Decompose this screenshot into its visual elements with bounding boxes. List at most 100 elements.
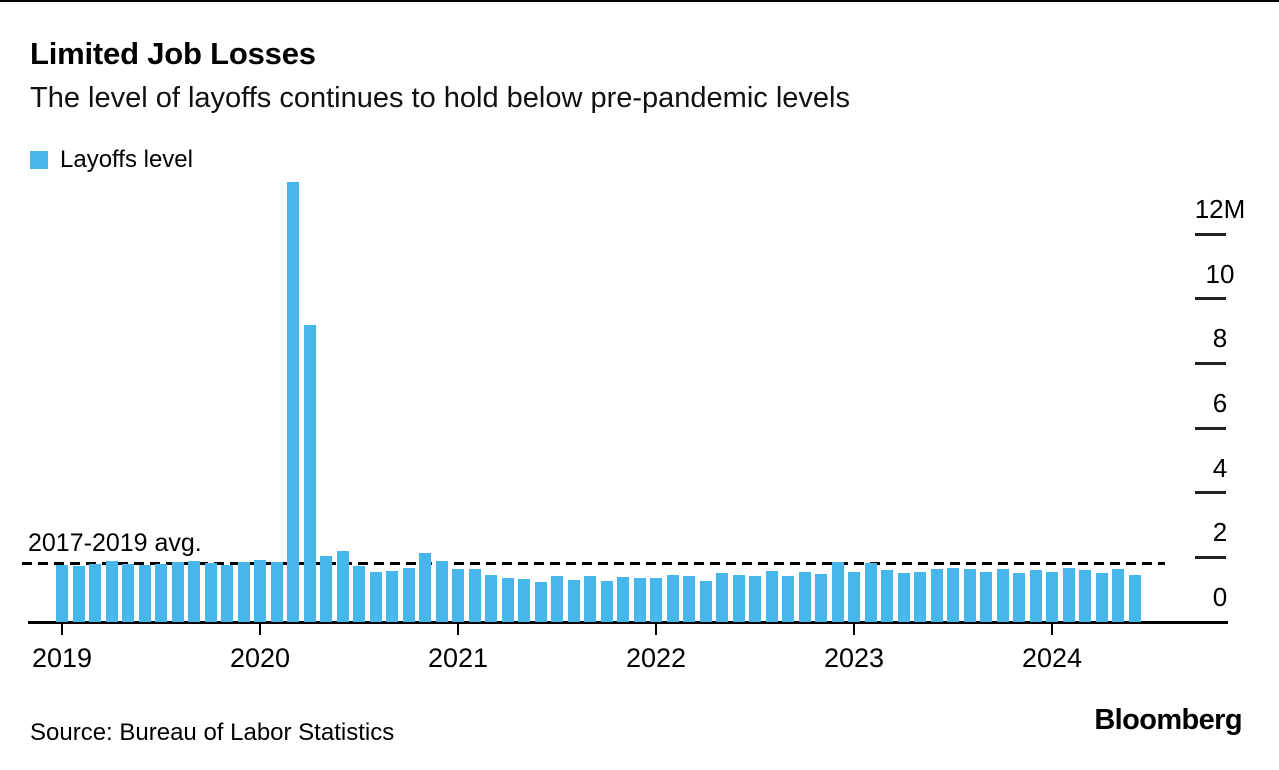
bar-2019-02	[72, 566, 85, 622]
y-label-4: 4	[1212, 452, 1228, 483]
bar-2024-01	[1046, 571, 1058, 622]
bar-2020-09	[386, 570, 398, 622]
y-label-2: 2	[1212, 517, 1228, 548]
bar-2022-12	[831, 561, 844, 622]
chart-title: Limited Job Losses	[30, 36, 316, 71]
bar-2022-01	[650, 577, 662, 622]
y-tick-12	[1195, 232, 1226, 236]
x-label-2020: 2020	[229, 643, 291, 673]
bar-2023-04	[897, 572, 910, 622]
bar-2022-08	[765, 570, 778, 622]
bar-2024-02	[1062, 568, 1075, 622]
bar-2023-11	[1013, 572, 1025, 622]
bar-2023-01	[848, 571, 860, 622]
bar-2022-07	[749, 575, 761, 622]
bar-2022-11	[815, 573, 827, 622]
bar-2020-02	[270, 561, 283, 622]
bar-2021-12	[633, 577, 646, 622]
x-label-2019: 2019	[31, 643, 93, 673]
x-label-2022: 2022	[625, 643, 687, 673]
bar-2022-04	[699, 580, 712, 622]
bar-2020-06	[336, 550, 349, 622]
avg-line-label: 2017-2019 avg.	[28, 529, 202, 557]
bar-2023-02	[864, 562, 877, 622]
bar-2023-10	[996, 568, 1009, 622]
bloomberg-logo: Bloomberg	[1094, 704, 1242, 736]
bar-2022-05	[716, 572, 728, 622]
bar-2020-10	[402, 567, 415, 622]
bar-2019-12	[237, 562, 250, 622]
bar-2019-01	[56, 565, 68, 622]
bar-2023-09	[980, 571, 992, 622]
bar-2022-06	[732, 574, 745, 622]
bar-2024-05	[1112, 568, 1124, 622]
bar-2019-05	[122, 563, 134, 622]
bar-2024-06	[1128, 574, 1141, 622]
legend-label: Layoffs level	[60, 146, 193, 173]
bar-2019-04	[105, 561, 118, 622]
bar-2021-07	[551, 575, 563, 622]
bar-2023-07	[947, 568, 959, 622]
bar-2021-11	[617, 577, 629, 622]
bar-2019-07	[155, 563, 167, 622]
bar-2023-08	[963, 568, 976, 622]
bar-2020-01	[254, 559, 266, 622]
bar-2021-01	[452, 568, 464, 622]
bar-2023-05	[914, 571, 926, 622]
bar-2020-11	[419, 553, 431, 622]
bar-2020-03	[287, 182, 299, 622]
legend-swatch-icon	[30, 151, 48, 169]
legend: Layoffs level	[30, 146, 193, 174]
bar-2020-07	[353, 565, 365, 622]
bar-2021-05	[518, 579, 530, 622]
y-label-12: 12M	[1194, 194, 1246, 225]
y-label-8: 8	[1212, 323, 1228, 354]
x-tick-2021	[456, 622, 460, 635]
bar-2021-03	[485, 574, 497, 622]
top-rule	[0, 0, 1279, 2]
bar-2021-06	[534, 581, 547, 622]
avg-dashed-line	[22, 562, 1165, 566]
x-axis-line	[28, 621, 1228, 624]
bar-2022-09	[782, 575, 794, 622]
bar-2019-03	[89, 564, 101, 622]
y-label-0: 0	[1212, 582, 1228, 612]
bar-2019-10	[204, 563, 217, 622]
x-tick-2024	[1050, 622, 1054, 635]
bar-2019-09	[188, 561, 200, 622]
bar-2021-02	[468, 568, 481, 622]
x-label-2021: 2021	[427, 643, 489, 673]
bar-2020-08	[369, 571, 382, 622]
bar-2022-10	[798, 571, 811, 622]
y-tick-10	[1195, 297, 1226, 301]
bar-2019-11	[221, 565, 233, 622]
bar-2023-06	[930, 568, 943, 622]
bar-2022-03	[683, 576, 695, 622]
y-tick-4	[1195, 491, 1226, 495]
x-tick-2022	[654, 622, 658, 635]
bar-2020-05	[320, 555, 332, 622]
bar-2021-08	[567, 579, 580, 622]
source-note: Source: Bureau of Labor Statistics	[30, 719, 395, 746]
bar-2023-03	[881, 569, 893, 622]
bar-2020-12	[435, 560, 448, 622]
bar-2019-06	[138, 564, 151, 622]
x-label-2023: 2023	[823, 643, 885, 673]
bar-2022-02	[666, 574, 679, 622]
x-tick-2023	[852, 622, 856, 635]
bar-2021-09	[584, 575, 596, 622]
y-label-6: 6	[1212, 388, 1228, 419]
bar-2024-04	[1095, 572, 1108, 622]
y-tick-2	[1195, 555, 1226, 559]
x-tick-2020	[258, 622, 262, 635]
bar-2021-04	[501, 577, 514, 622]
y-tick-6	[1195, 426, 1226, 430]
y-label-10: 10	[1205, 258, 1235, 289]
bar-2019-08	[171, 561, 184, 622]
bar-2020-04	[303, 324, 316, 622]
bar-2021-10	[600, 580, 613, 622]
bar-2023-12	[1029, 570, 1042, 622]
bar-2024-03	[1079, 570, 1091, 622]
y-tick-8	[1195, 361, 1226, 365]
